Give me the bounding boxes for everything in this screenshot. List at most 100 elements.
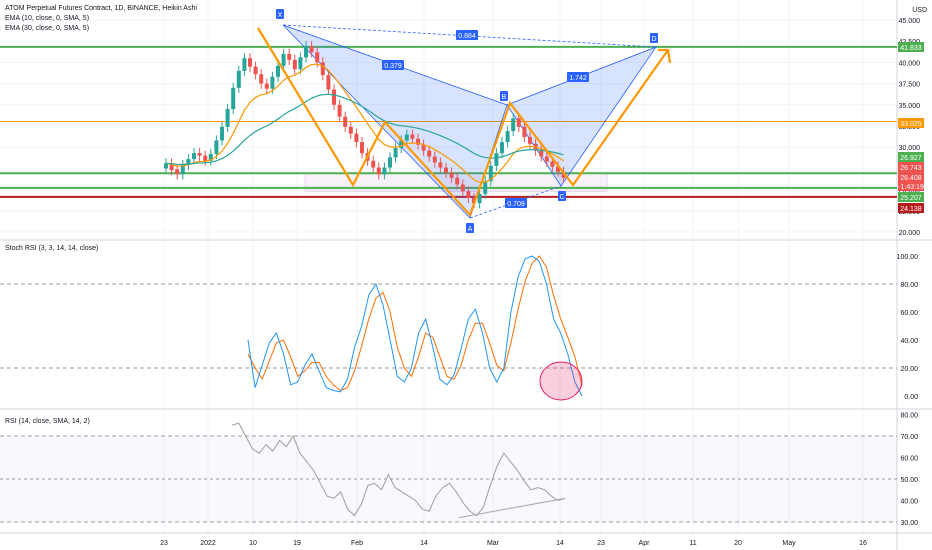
candle-body — [500, 142, 504, 154]
time-tick: 16 — [859, 540, 867, 547]
candle-body — [505, 131, 510, 143]
candle-body — [427, 150, 432, 157]
candle-body — [477, 193, 482, 204]
time-tick: 11 — [689, 540, 696, 547]
candle-body — [438, 162, 443, 168]
oversold-circle — [539, 361, 583, 401]
price-badge — [898, 162, 924, 172]
candle-body — [287, 53, 292, 60]
time-tick: May — [782, 540, 796, 547]
price-badge-label: 33.025 — [900, 121, 922, 128]
rsi-tick: 80.00 — [900, 413, 918, 420]
zigzag-path — [257, 27, 669, 218]
legend-main: ATOM Perpetual Futures Contract, 1D, BIN… — [5, 4, 197, 34]
price-badge-label: 25.207 — [900, 195, 922, 202]
price-badge — [898, 42, 924, 52]
rsi-tick: 40.00 — [900, 499, 918, 506]
harmonic-ac-line — [469, 185, 562, 219]
candle-body — [449, 172, 454, 178]
candle-body — [231, 87, 236, 110]
price-tick: 37.500 — [899, 82, 921, 89]
candle-body — [169, 163, 174, 171]
harmonic-point-badge — [276, 9, 284, 19]
price-badge-label: 26.408 — [900, 175, 922, 182]
rsi-divergence-line — [458, 497, 566, 519]
candle-body — [522, 126, 527, 138]
price-tick: 30.000 — [899, 145, 921, 152]
candle-body — [337, 104, 342, 117]
harmonic-point-badge — [466, 223, 474, 233]
zigzag-arrows — [257, 27, 672, 218]
time-tick: 10 — [249, 540, 257, 547]
harmonic-point-label: C — [559, 194, 564, 201]
candle-body — [304, 46, 308, 58]
candle-body — [354, 133, 359, 143]
candle-body — [416, 138, 420, 145]
price-badge-label: -1:43:19 — [898, 184, 924, 191]
horizontal-levels — [0, 45, 897, 198]
rsi-tick: 60.00 — [900, 456, 918, 463]
price-badge-label: 26.927 — [900, 155, 922, 162]
candle-body — [276, 65, 280, 77]
candle-body — [556, 166, 560, 172]
rsi-pane — [0, 422, 897, 523]
legend-ema-10[interactable]: EMA (10, close, 0, SMA, 5) — [5, 15, 90, 22]
ema-30-line — [165, 93, 564, 166]
legend-ema-30[interactable]: EMA (30, close, 0, SMA, 5) — [5, 25, 90, 32]
price-badge-label: 24.138 — [900, 206, 922, 213]
price-badge — [898, 172, 924, 182]
harmonic-pattern: X A B C D 0.884 0.379 1.742 0.709 — [276, 9, 658, 233]
candle-body — [460, 184, 465, 192]
price-badge — [898, 118, 924, 128]
candle-body — [203, 155, 208, 161]
candle-body — [544, 156, 549, 162]
price-tick: 35.000 — [899, 103, 921, 110]
candle-body — [192, 153, 196, 160]
candle-body — [197, 153, 202, 156]
time-tick: 14 — [556, 540, 564, 547]
harmonic-ratio-badge — [382, 60, 404, 70]
candle-body — [382, 167, 387, 175]
legend-rsi[interactable]: RSI (14, close, SMA, 14, 2) — [5, 418, 90, 425]
candle-body — [360, 142, 364, 154]
candle-body — [309, 46, 314, 53]
harmonic-point-badge — [500, 91, 508, 101]
candle-body — [404, 134, 409, 141]
time-tick: 20 — [734, 540, 742, 547]
harmonic-point-badge — [650, 33, 658, 43]
rsi-tick: 50.00 — [900, 477, 918, 484]
candle-body — [225, 109, 230, 127]
candle-body — [220, 126, 224, 141]
harmonic-ratio-badge — [456, 30, 478, 40]
legend-stoch: Stoch RSI (3, 3, 14, 14, close) — [5, 244, 98, 254]
time-tick: 2022 — [200, 540, 216, 547]
candle-body — [259, 74, 264, 84]
candle-body — [348, 126, 353, 134]
candle-body — [214, 140, 219, 154]
stoch-tick: 80.00 — [900, 282, 918, 289]
candle-body — [494, 153, 499, 166]
harmonic-ratio-label: 1.742 — [569, 75, 587, 82]
candle-body — [320, 62, 325, 76]
candle-body — [528, 137, 532, 144]
stoch-tick: 20.00 — [900, 366, 918, 373]
rsi-tick: 30.00 — [900, 520, 918, 527]
legend-stoch-rsi[interactable]: Stoch RSI (3, 3, 14, 14, close) — [5, 245, 99, 252]
candle-body — [444, 167, 448, 173]
price-tick: 20.000 — [899, 230, 921, 237]
harmonic-point-label: D — [651, 36, 656, 43]
price-badge-label: 41.833 — [900, 45, 922, 52]
candle-body — [550, 161, 555, 167]
harmonic-ratio-label: 0.884 — [458, 33, 476, 40]
time-tick: Feb — [351, 540, 363, 547]
candle-body — [410, 134, 415, 139]
harmonic-ratio-label: 0.709 — [507, 201, 525, 208]
ema-10-line — [165, 63, 564, 184]
candle-body — [561, 171, 566, 178]
price-tick: 40.000 — [899, 60, 921, 67]
price-badge — [898, 181, 924, 191]
price-tick: 25.000 — [899, 188, 921, 195]
candle-body — [376, 167, 381, 175]
